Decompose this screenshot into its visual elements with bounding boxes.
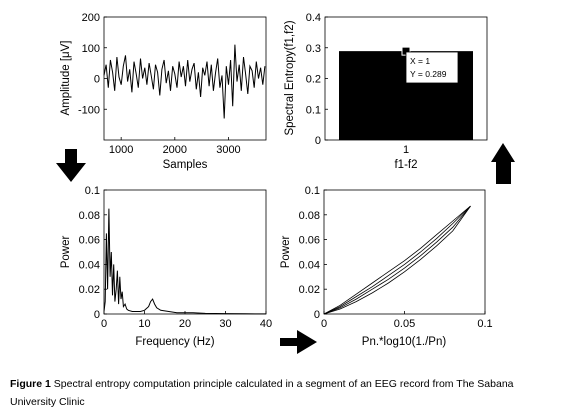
eeg-xtick-label: 3000 <box>216 144 240 156</box>
spectrum-ytick-label: 0.08 <box>79 210 100 222</box>
entropy-ytick-label: 0 <box>315 135 321 147</box>
figure-caption-label: Figure 1 <box>10 378 51 390</box>
panel-spectrum-xlabel: Frequency (Hz) <box>135 336 214 348</box>
curve-line-4 <box>323 205 471 315</box>
curves-xtick-label: 0 <box>321 318 327 330</box>
panel-eeg-ylabel: Amplitude [μV] <box>60 40 72 115</box>
panel-entropy-ylabel: Spectral Entropy(f1,f2) <box>284 20 296 135</box>
panel-entropy-curves: 0 0.05 0.1 0 0.02 0.04 0.06 0.08 0.1 Pn.*log10(1… <box>280 185 493 348</box>
panel-eeg-xlabel: Samples <box>163 159 208 171</box>
spectrum-xtick-label: 40 <box>260 318 272 330</box>
eeg-ytick-label: 200 <box>82 12 100 24</box>
panel-spectral-entropy: 1 0 0.1 0.2 0.3 0.4 X = 1 Y = 0.289 f1-f2 Spe… <box>284 12 488 171</box>
eeg-ytick-label: 100 <box>82 43 100 55</box>
entropy-ytick-label: 0.4 <box>306 12 321 24</box>
spectrum-ytick-label: 0.02 <box>79 284 100 296</box>
eeg-xtick-label: 2000 <box>163 144 187 156</box>
curve-line-3 <box>323 205 471 315</box>
spectrum-ytick-label: 0 <box>94 309 100 321</box>
curves-ytick-label: 0 <box>314 309 320 321</box>
spectrum-xtick-label: 0 <box>101 318 107 330</box>
arrow-down-icon <box>56 149 86 182</box>
figure-caption: Figure 1 Spectral entropy computation pr… <box>10 375 562 411</box>
panel-curves-axes-box <box>323 189 486 315</box>
spectrum-ytick-label: 0.1 <box>85 185 100 197</box>
spectrum-xtick-label: 30 <box>219 318 231 330</box>
curve-line-2 <box>323 205 471 315</box>
eeg-ytick-label: -100 <box>78 104 100 116</box>
curves-ytick-label: 0.06 <box>299 235 320 247</box>
panel-curves-xlabel: Pn.*log10(1./Pn) <box>362 336 447 348</box>
panel-spectrum-ylabel: Power <box>60 236 72 269</box>
figure-caption-text: Spectral entropy computation principle c… <box>10 378 514 408</box>
panel-entropy-xlabel: f1-f2 <box>394 159 417 171</box>
entropy-ytick-label: 0.3 <box>306 43 321 55</box>
curves-ytick-label: 0.1 <box>305 185 320 197</box>
curves-xtick-label: 0.1 <box>477 318 492 330</box>
eeg-xtick-label: 1000 <box>109 144 133 156</box>
entropy-ytick-label: 0.1 <box>306 104 321 116</box>
eeg-trace-line <box>103 44 266 119</box>
curves-ytick-label: 0.04 <box>299 259 320 271</box>
panel-spectrum-axes-box <box>103 189 267 315</box>
panel-eeg-signal: 1000 2000 3000 -100 0 100 200 Samples Amplitud… <box>60 12 267 171</box>
spectrum-ytick-label: 0.04 <box>79 259 100 271</box>
entropy-xtick-label: 1 <box>403 144 409 156</box>
datatip-y-text: Y = 0.289 <box>410 69 447 79</box>
arrow-right-icon <box>280 330 317 354</box>
datatip-x-text: X = 1 <box>410 56 430 66</box>
spectrum-xtick-label: 20 <box>179 318 191 330</box>
panel-curves-ylabel: Power <box>280 236 292 269</box>
spectrum-line <box>103 208 267 315</box>
eeg-ytick-label: 0 <box>94 74 100 86</box>
curve-line-1 <box>323 205 471 315</box>
spectrum-ytick-label: 0.06 <box>79 235 100 247</box>
curves-xtick-label: 0.05 <box>394 318 415 330</box>
arrow-up-icon <box>491 143 515 184</box>
panel-power-spectrum: 0 10 20 30 40 0 0.02 0.04 0.06 0.08 0.1 Frequency … <box>60 185 272 348</box>
datatip-box <box>405 51 459 84</box>
curves-ytick-label: 0.08 <box>299 210 320 222</box>
entropy-ytick-label: 0.2 <box>306 74 321 86</box>
curves-ytick-label: 0.02 <box>299 284 320 296</box>
spectrum-xtick-label: 10 <box>138 318 150 330</box>
